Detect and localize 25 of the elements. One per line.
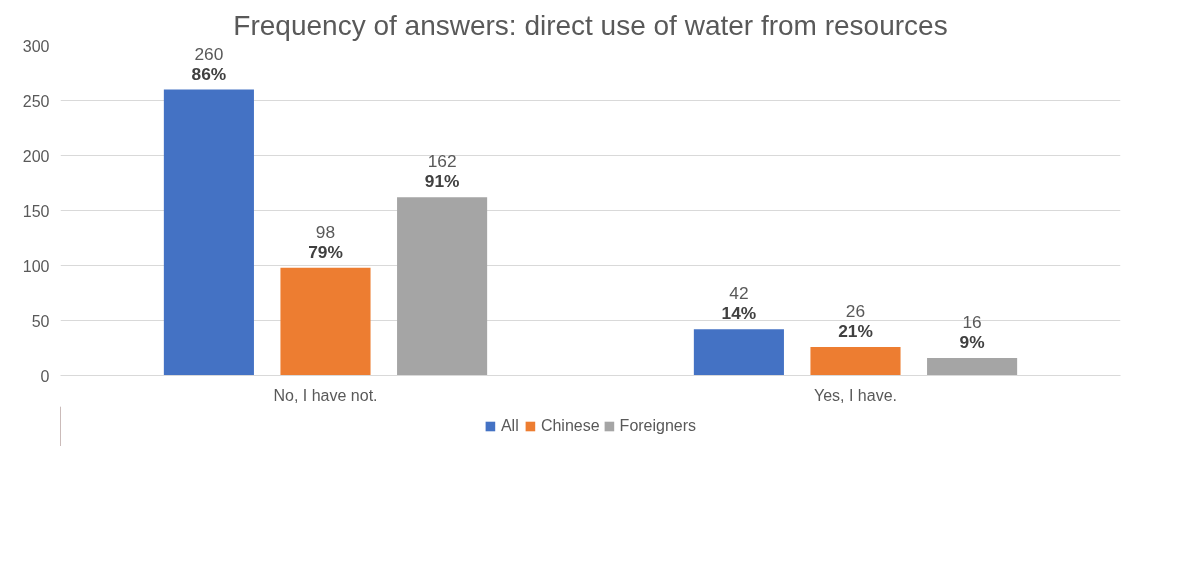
bar bbox=[810, 346, 901, 376]
y-tick-label: 0 bbox=[40, 367, 50, 385]
y-tick-label: 200 bbox=[22, 147, 50, 165]
chart-title: Frequency of answers: direct use of water from resources bbox=[233, 9, 948, 41]
bar bbox=[693, 329, 784, 376]
y-tick-label: 50 bbox=[31, 312, 50, 330]
y-tick-label: 250 bbox=[22, 92, 50, 110]
x-tick-label: No, I have not. bbox=[273, 386, 378, 404]
data-label: 162 91% bbox=[424, 151, 460, 192]
legend-label: All bbox=[500, 417, 520, 435]
y-tick-label: 150 bbox=[22, 202, 50, 220]
x-tick-label: Yes, I have. bbox=[813, 386, 898, 404]
legend-label: Chinese bbox=[540, 417, 600, 435]
bar bbox=[397, 197, 488, 376]
data-label: 98 79% bbox=[308, 221, 343, 262]
y-tick-label: 100 bbox=[22, 257, 50, 275]
data-label: 42 14% bbox=[721, 283, 757, 324]
data-label: 26 21% bbox=[838, 300, 873, 341]
legend-label: Foreigners bbox=[619, 417, 697, 435]
data-label: 260 86% bbox=[191, 43, 227, 84]
y-tick-label: 300 bbox=[22, 37, 50, 55]
bar bbox=[163, 89, 254, 376]
bar bbox=[927, 357, 1018, 376]
bar bbox=[280, 267, 371, 376]
data-label: 16 9% bbox=[959, 311, 985, 352]
